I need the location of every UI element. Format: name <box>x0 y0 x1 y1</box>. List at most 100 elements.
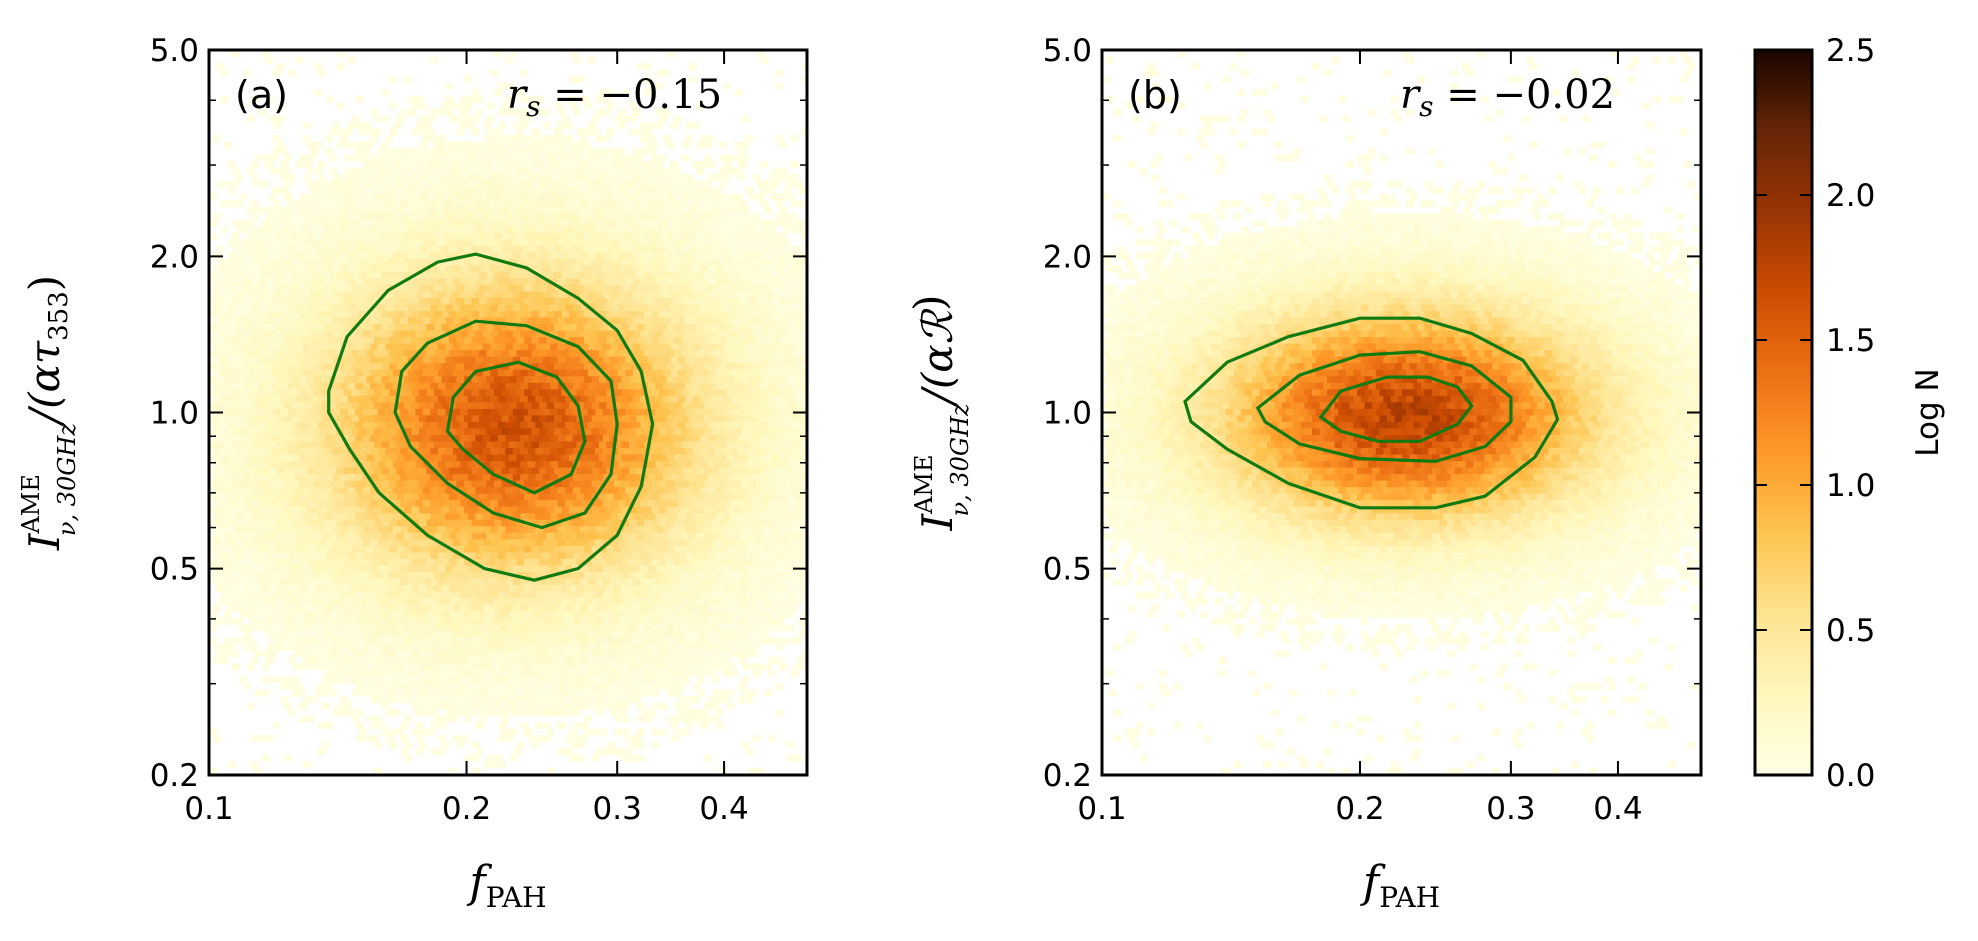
hexbin-cell <box>329 128 338 136</box>
hexbin-cell <box>257 356 266 364</box>
hexbin-cell <box>254 506 263 514</box>
hexbin-cell <box>486 102 495 110</box>
hexbin-cell <box>340 304 349 312</box>
hexbin-cell <box>587 369 596 377</box>
hexbin-cell <box>374 350 383 358</box>
hexbin-cell <box>767 408 776 416</box>
hexbin-cell <box>276 415 285 423</box>
hexbin-cell <box>790 435 799 443</box>
hexbin-cell <box>280 539 289 547</box>
hexbin-cell <box>704 519 713 527</box>
hexbin-cell <box>340 461 349 469</box>
hexbin-cell <box>617 513 626 521</box>
hexbin-cell <box>344 258 353 266</box>
hexbin-cell <box>632 343 641 351</box>
hexbin-cell <box>250 356 259 364</box>
hexbin-cell <box>662 134 671 142</box>
hexbin-cell <box>767 265 776 273</box>
hexbin-cell <box>557 108 566 116</box>
hexbin-cell <box>366 297 375 305</box>
hexbin-cell <box>561 376 570 384</box>
hexbin-cell <box>752 304 761 312</box>
hexbin-cell <box>610 200 619 208</box>
hexbin-cell <box>411 454 420 462</box>
hexbin-cell <box>505 487 514 495</box>
hexbin-cell <box>269 258 278 266</box>
hexbin-cell <box>614 389 623 397</box>
hexbin-cell <box>602 526 611 534</box>
hexbin-cell <box>224 350 233 358</box>
hexbin-cell <box>711 219 720 227</box>
hexbin-cell <box>689 493 698 501</box>
hexbin-cell <box>419 363 428 371</box>
hexbin-cell <box>434 311 443 319</box>
hexbin-cell <box>644 428 653 436</box>
hexbin-cell <box>539 415 548 423</box>
hexbin-cell <box>512 108 521 116</box>
hexbin-cell <box>516 545 525 553</box>
hexbin-cell <box>726 258 735 266</box>
hexbin-cell <box>254 389 263 397</box>
hexbin-cell <box>599 415 608 423</box>
hexbin-cell <box>797 487 806 495</box>
hexbin-cell <box>272 435 281 443</box>
hexbin-cell <box>790 356 799 364</box>
hexbin-cell <box>677 356 686 364</box>
hexbin-cell <box>610 174 619 182</box>
hexbin-cell <box>239 363 248 371</box>
hexbin-cell <box>340 539 349 547</box>
hexbin-cell <box>602 265 611 273</box>
hexbin-cell <box>670 226 679 234</box>
hexbin-cell <box>479 271 488 279</box>
hexbin-cell <box>336 363 345 371</box>
hexbin-cell <box>561 493 570 501</box>
hexbin-cell <box>456 232 465 240</box>
hexbin-cell <box>467 356 476 364</box>
hexbin-cell <box>272 408 281 416</box>
hexbin-cell <box>325 474 334 482</box>
hexbin-cell <box>557 278 566 286</box>
hexbin-cell <box>396 206 405 214</box>
hexbin-cell <box>621 337 630 345</box>
hexbin-cell <box>246 376 255 384</box>
hexbin-cell <box>715 200 724 208</box>
hexbin-cell <box>632 160 641 168</box>
hexbin-cell <box>471 532 480 540</box>
hexbin-cell <box>711 389 720 397</box>
hexbin-cell <box>542 395 551 403</box>
hexbin-cell <box>599 363 608 371</box>
hexbin-cell <box>456 102 465 110</box>
hexbin-cell <box>745 252 754 260</box>
hexbin-cell <box>329 297 338 305</box>
hexbin-cell <box>396 311 405 319</box>
hexbin-cell <box>741 519 750 527</box>
hexbin-cell <box>681 324 690 332</box>
hexbin-cell <box>404 402 413 410</box>
hexbin-cell <box>445 239 454 247</box>
hexbin-cell <box>505 461 514 469</box>
hexbin-cell <box>666 245 675 253</box>
hexbin-cell <box>415 330 424 338</box>
hexbin-cell <box>430 134 439 142</box>
hexbin-cell <box>580 174 589 182</box>
hexbin-cell <box>366 271 375 279</box>
hexbin-cell <box>767 174 776 182</box>
hexbin-cell <box>280 369 289 377</box>
hexbin-cell <box>516 311 525 319</box>
hexbin-cell <box>726 428 735 436</box>
hexbin-cell <box>670 252 679 260</box>
hexbin-cell <box>284 206 293 214</box>
hexbin-cell <box>471 311 480 319</box>
hexbin-cell <box>434 193 443 201</box>
hexbin-cell <box>404 180 413 188</box>
hexbin-cell <box>715 213 724 221</box>
hexbin-cell <box>610 500 619 508</box>
hexbin-cell <box>614 376 623 384</box>
hexbin-cell <box>651 441 660 449</box>
hexbin-cell <box>617 121 626 129</box>
hexbin-cell <box>216 480 225 488</box>
hexbin-cell <box>632 526 641 534</box>
hexbin-cell <box>302 474 311 482</box>
hexbin-cell <box>426 324 435 332</box>
hexbin-cell <box>554 532 563 540</box>
